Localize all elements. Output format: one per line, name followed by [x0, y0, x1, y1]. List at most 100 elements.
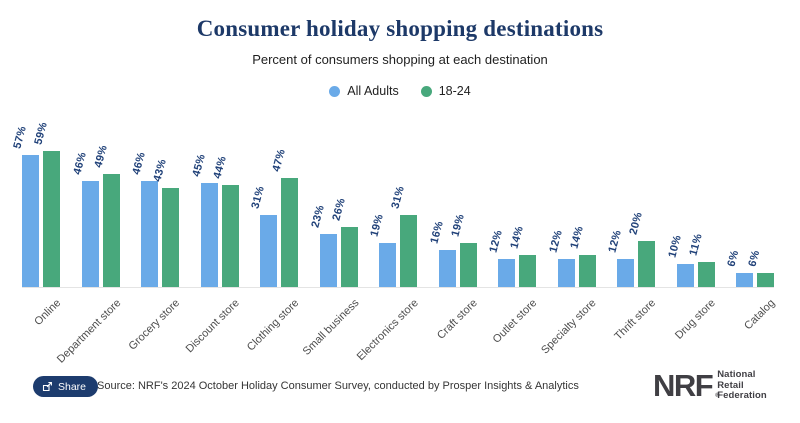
- bar-group-department-store: 46% 49% Department store: [54, 108, 123, 366]
- bar-18-24: [340, 227, 358, 287]
- category-label: Clothing store: [245, 297, 302, 354]
- bar-18-24: [697, 262, 715, 287]
- category-label: Thrift store: [612, 297, 659, 343]
- category-label: Online: [32, 297, 64, 328]
- category-label: Department store: [54, 297, 123, 366]
- bar-18-24: [281, 178, 298, 287]
- bar-18-24: [400, 215, 417, 287]
- nrf-logo-line: Federation: [717, 390, 767, 402]
- bar-18-24: [102, 174, 120, 287]
- bar-group-catalog: 6% 6% Catalog: [725, 108, 777, 332]
- bar-all-adults: [22, 155, 39, 287]
- value-label: 47%: [270, 147, 288, 173]
- bar-all-adults: [200, 183, 218, 287]
- value-label: 49%: [91, 143, 110, 169]
- legend-item-18-24: 18-24: [420, 84, 471, 98]
- value-label: 12%: [546, 228, 565, 254]
- bar-all-adults: [736, 273, 753, 287]
- legend-item-all-adults: All Adults: [329, 84, 399, 98]
- nrf-logo-text: National Retail Federation: [717, 369, 767, 402]
- value-label: 43%: [151, 157, 169, 183]
- category-label: Specialty store: [539, 297, 599, 357]
- nrf-logo-line: National: [717, 369, 756, 380]
- bar-group-specialty-store: 12% 14% Specialty store: [539, 108, 599, 357]
- registered-trademark-icon: ®: [715, 393, 719, 400]
- value-label: 31%: [389, 184, 407, 210]
- value-label: 26%: [329, 196, 348, 222]
- value-label: 16%: [427, 219, 446, 245]
- category-label: Catalog: [742, 297, 778, 333]
- bar-all-adults: [557, 259, 575, 287]
- share-button[interactable]: Share: [33, 376, 99, 397]
- bar-group-grocery-store: 46% 43% Grocery store: [127, 108, 183, 353]
- share-icon: [42, 381, 53, 392]
- bar-group-drug-store: 10% 11% Drug store: [666, 108, 718, 341]
- bar-group-clothing-store: 31% 47% Clothing store: [245, 108, 301, 354]
- value-label: 19%: [368, 212, 386, 238]
- value-label: 46%: [70, 150, 89, 176]
- value-label: 14%: [508, 224, 526, 250]
- bar-18-24: [638, 241, 655, 287]
- bar-18-24: [221, 185, 239, 287]
- category-label: Small business: [300, 297, 361, 358]
- share-button-label: Share: [58, 380, 87, 393]
- bar-all-adults: [438, 250, 456, 287]
- bar-all-adults: [379, 243, 396, 287]
- bar-all-adults: [498, 259, 515, 287]
- source-text: Source: NRF's 2024 October Holiday Consu…: [97, 380, 579, 392]
- bar-18-24: [578, 255, 596, 287]
- value-label: 20%: [627, 210, 645, 236]
- category-label: Craft store: [435, 297, 480, 342]
- value-label: 57%: [11, 124, 29, 150]
- bar-all-adults: [81, 181, 99, 287]
- bar-group-thrift-store: 12% 20% Thrift store: [606, 108, 658, 343]
- bar-group-outlet-store: 12% 14% Outlet store: [487, 108, 539, 346]
- value-label: 11%: [686, 232, 705, 257]
- nrf-logo-line: Retail: [717, 379, 744, 391]
- nrf-logo: NRF ® National Retail Federation: [653, 368, 767, 404]
- bar-18-24: [757, 273, 774, 287]
- value-label: 59%: [32, 120, 50, 146]
- bar-group-small-business: 23% 26% Small business: [300, 108, 361, 358]
- value-label: 44%: [210, 154, 229, 180]
- category-label: Grocery store: [126, 297, 183, 353]
- bar-18-24: [459, 243, 477, 287]
- value-label: 10%: [665, 233, 684, 259]
- value-label: 31%: [249, 184, 267, 210]
- bar-all-adults: [319, 234, 337, 287]
- bar-18-24: [519, 255, 536, 287]
- legend: All Adults 18-24: [0, 84, 800, 98]
- value-label: 12%: [606, 228, 624, 254]
- bar-all-adults: [260, 215, 277, 287]
- value-label: 46%: [130, 150, 148, 176]
- category-label: Discount store: [183, 297, 242, 356]
- legend-dot-18-24: [420, 85, 432, 97]
- nrf-logo-acronym: NRF ®: [653, 368, 720, 404]
- legend-label-all-adults: All Adults: [347, 84, 399, 98]
- legend-dot-all-adults: [329, 85, 341, 97]
- bar-group-craft-store: 16% 19% Craft store: [428, 108, 480, 342]
- legend-label-18-24: 18-24: [438, 84, 471, 98]
- value-label: 45%: [189, 152, 208, 178]
- value-label: 12%: [487, 228, 505, 254]
- bar-group-discount-store: 45% 44% Discount store: [184, 108, 242, 355]
- category-label: Outlet store: [490, 297, 540, 346]
- bar-all-adults: [617, 259, 634, 287]
- value-label: 6%: [746, 248, 763, 268]
- bar-all-adults: [676, 264, 694, 287]
- chart-subtitle: Percent of consumers shopping at each de…: [252, 52, 548, 67]
- bar-18-24: [43, 151, 60, 287]
- value-label: 23%: [308, 203, 327, 229]
- value-label: 19%: [448, 212, 467, 238]
- bar-18-24: [162, 188, 179, 287]
- bar-group-online: 57% 59% Online: [11, 108, 63, 328]
- bar-chart-plot: 57% 59% Online 46% 49% Department store 46% 43%…: [11, 108, 777, 366]
- category-label: Electronics store: [354, 297, 421, 363]
- bar-all-adults: [141, 181, 158, 287]
- value-label: 14%: [567, 224, 586, 250]
- category-label: Drug store: [673, 297, 718, 342]
- value-label: 6%: [725, 248, 742, 268]
- chart-title: Consumer holiday shopping destinations: [196, 16, 604, 41]
- bar-group-electronics-store: 19% 31% Electronics store: [355, 108, 421, 363]
